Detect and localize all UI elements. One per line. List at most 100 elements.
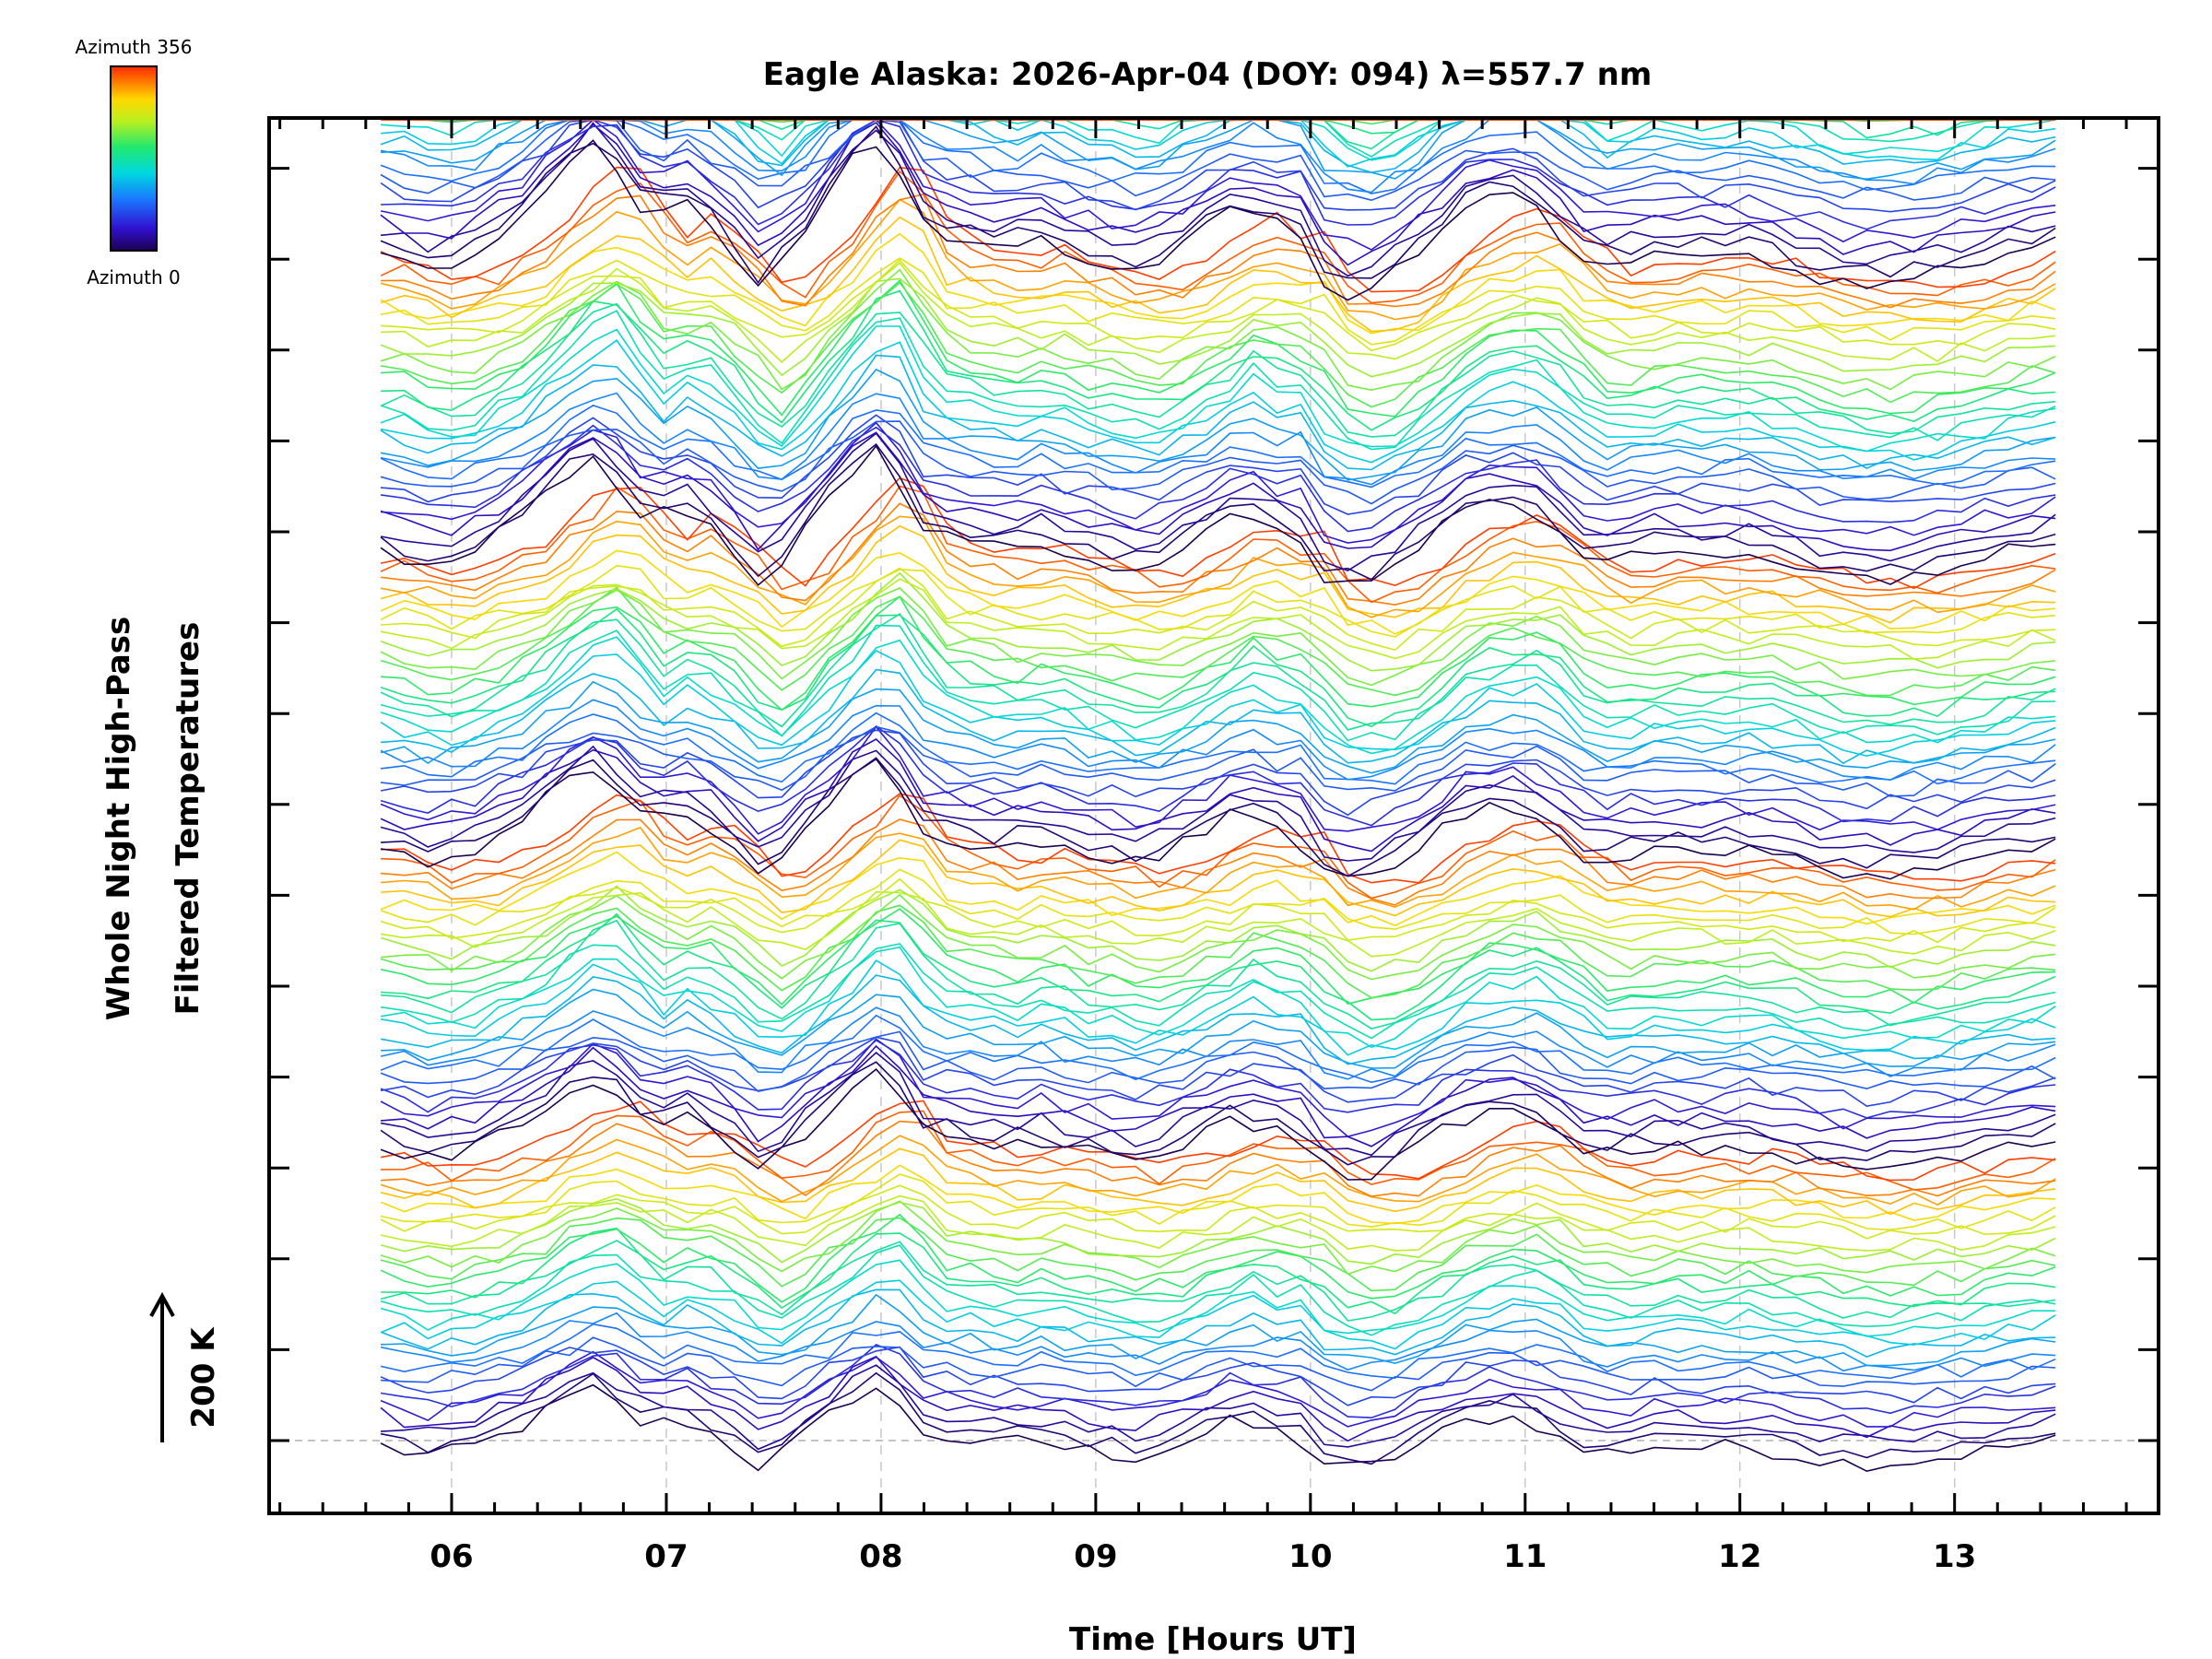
series-g1-az12 [380, 1371, 2056, 1465]
series-g4-az0 [380, 444, 2056, 586]
series-g4-az348 [380, 166, 2056, 293]
series-g1-az132 [380, 1288, 2056, 1358]
series-g1-az0 [380, 1383, 2056, 1473]
series-g3-az300 [380, 524, 2056, 624]
series-g3-az132 [381, 668, 2056, 765]
series-g5-az48 [380, 118, 2056, 251]
series-g2-az60 [380, 1039, 2056, 1119]
series-g1-az264 [380, 1184, 2056, 1240]
x-tick-label-08: 08 [859, 1538, 902, 1575]
series-g4-az24 [380, 432, 2056, 571]
zenith-group-2 [380, 793, 2056, 1181]
x-tick-label-07: 07 [644, 1538, 688, 1575]
series-g1-az72 [380, 1346, 2056, 1406]
series-g3-az192 [380, 607, 2056, 727]
series-g5-az72 [380, 119, 2056, 213]
x-tick-label-06: 06 [429, 1538, 473, 1575]
series-g4-az120 [380, 368, 2056, 481]
series-g4-az108 [380, 392, 2056, 486]
series-g2-az252 [380, 890, 2056, 958]
series-g5-az12 [380, 124, 2056, 285]
series-g2-az228 [381, 893, 2056, 981]
zenith-group-5 [380, 118, 2056, 301]
series-g1-az48 [380, 1350, 2056, 1428]
series-g1-az180 [380, 1240, 2056, 1322]
series-g5-az120 [381, 119, 2056, 181]
series-g1-az144 [380, 1279, 2056, 1350]
series-g2-az276 [380, 868, 2056, 935]
series-g2-az168 [380, 943, 2056, 1040]
series-g1-az120 [381, 1293, 2056, 1367]
series-g3-az0 [380, 758, 2056, 880]
series-g5-az60 [381, 119, 2056, 230]
series-g4-az276 [380, 257, 2056, 346]
series-g4-az84 [380, 420, 2056, 505]
series-g3-az228 [380, 587, 2056, 687]
x-axis: 06 07 08 09 10 11 12 13 [278, 118, 2128, 1575]
x-tick-label-12: 12 [1718, 1538, 1761, 1575]
scale-bar-label: 200 K [185, 1326, 222, 1429]
series-g3-az264 [381, 567, 2056, 652]
series-g3-az36 [380, 738, 2056, 853]
series-g3-az156 [380, 636, 2056, 755]
series-g1-az36 [380, 1355, 2056, 1442]
series-g2-az204 [380, 908, 2056, 1006]
series-g2-az288 [380, 851, 2056, 927]
series-g1-az276 [380, 1173, 2056, 1231]
series-g3-az312 [380, 515, 2056, 618]
series-g3-az288 [380, 549, 2056, 635]
series-g1-az288 [380, 1164, 2056, 1225]
series-g1-az108 [380, 1312, 2056, 1372]
series-g4-az180 [380, 302, 2056, 438]
series-g1-az192 [381, 1227, 2056, 1315]
series-g1-az324 [381, 1120, 2056, 1197]
series-g5-az96 [380, 119, 2056, 194]
series-g4-az324 [381, 193, 2056, 309]
series-g4-az252 [381, 262, 2056, 363]
series-g3-az240 [380, 571, 2056, 672]
x-tick-label-09: 09 [1074, 1538, 1117, 1575]
series-g1-az228 [380, 1200, 2056, 1276]
series-g5-az84 [380, 119, 2056, 202]
series-g5-az108 [380, 119, 2056, 194]
x-axis-label: Time [Hours UT] [1069, 1621, 1357, 1658]
colorbar [110, 65, 158, 252]
series-g4-az264 [381, 258, 2056, 352]
series-g4-az48 [381, 421, 2056, 544]
series-g5-az24 [381, 122, 2056, 277]
series-g2-az120 [381, 988, 2056, 1069]
series-g4-az60 [380, 424, 2056, 533]
zenith-group-4 [380, 166, 2056, 586]
series-g3-az24 [380, 745, 2056, 862]
series-g3-az204 [381, 595, 2056, 712]
series-g1-az216 [380, 1217, 2056, 1292]
series-g1-az84 [381, 1336, 2056, 1392]
series-g3-az12 [381, 757, 2056, 877]
y-axis-ticks [269, 167, 2159, 1442]
series-g2-az324 [381, 818, 2056, 906]
series-g4-az300 [380, 216, 2056, 333]
series-g2-az132 [380, 974, 2056, 1065]
y-axis-label-line2: Filtered Temperatures [170, 622, 206, 1016]
colorbar-top-label: Azimuth 356 [76, 36, 193, 58]
series-g1-az168 [380, 1244, 2056, 1336]
plot-area [269, 118, 2159, 1513]
series-g4-az36 [380, 431, 2056, 552]
series-g2-az264 [380, 877, 2056, 944]
series-g1-az96 [380, 1323, 2056, 1380]
series-g4-az168 [380, 310, 2056, 451]
series-g4-az228 [380, 268, 2056, 392]
series-g2-az336 [381, 794, 2056, 900]
scale-bar: 200 K [149, 1291, 222, 1442]
series-g4-az72 [381, 414, 2056, 515]
series-g2-az24 [380, 1052, 2056, 1157]
series-g1-az24 [381, 1364, 2056, 1451]
series-g1-az252 [380, 1194, 2056, 1252]
series-g2-az48 [380, 1038, 2056, 1137]
series-g2-az0 [380, 1067, 2056, 1181]
series-g4-az312 [380, 198, 2056, 321]
series-g3-az108 [380, 699, 2056, 781]
plot-frame [267, 116, 2160, 1515]
colorbar-bottom-label: Azimuth 0 [87, 266, 181, 288]
